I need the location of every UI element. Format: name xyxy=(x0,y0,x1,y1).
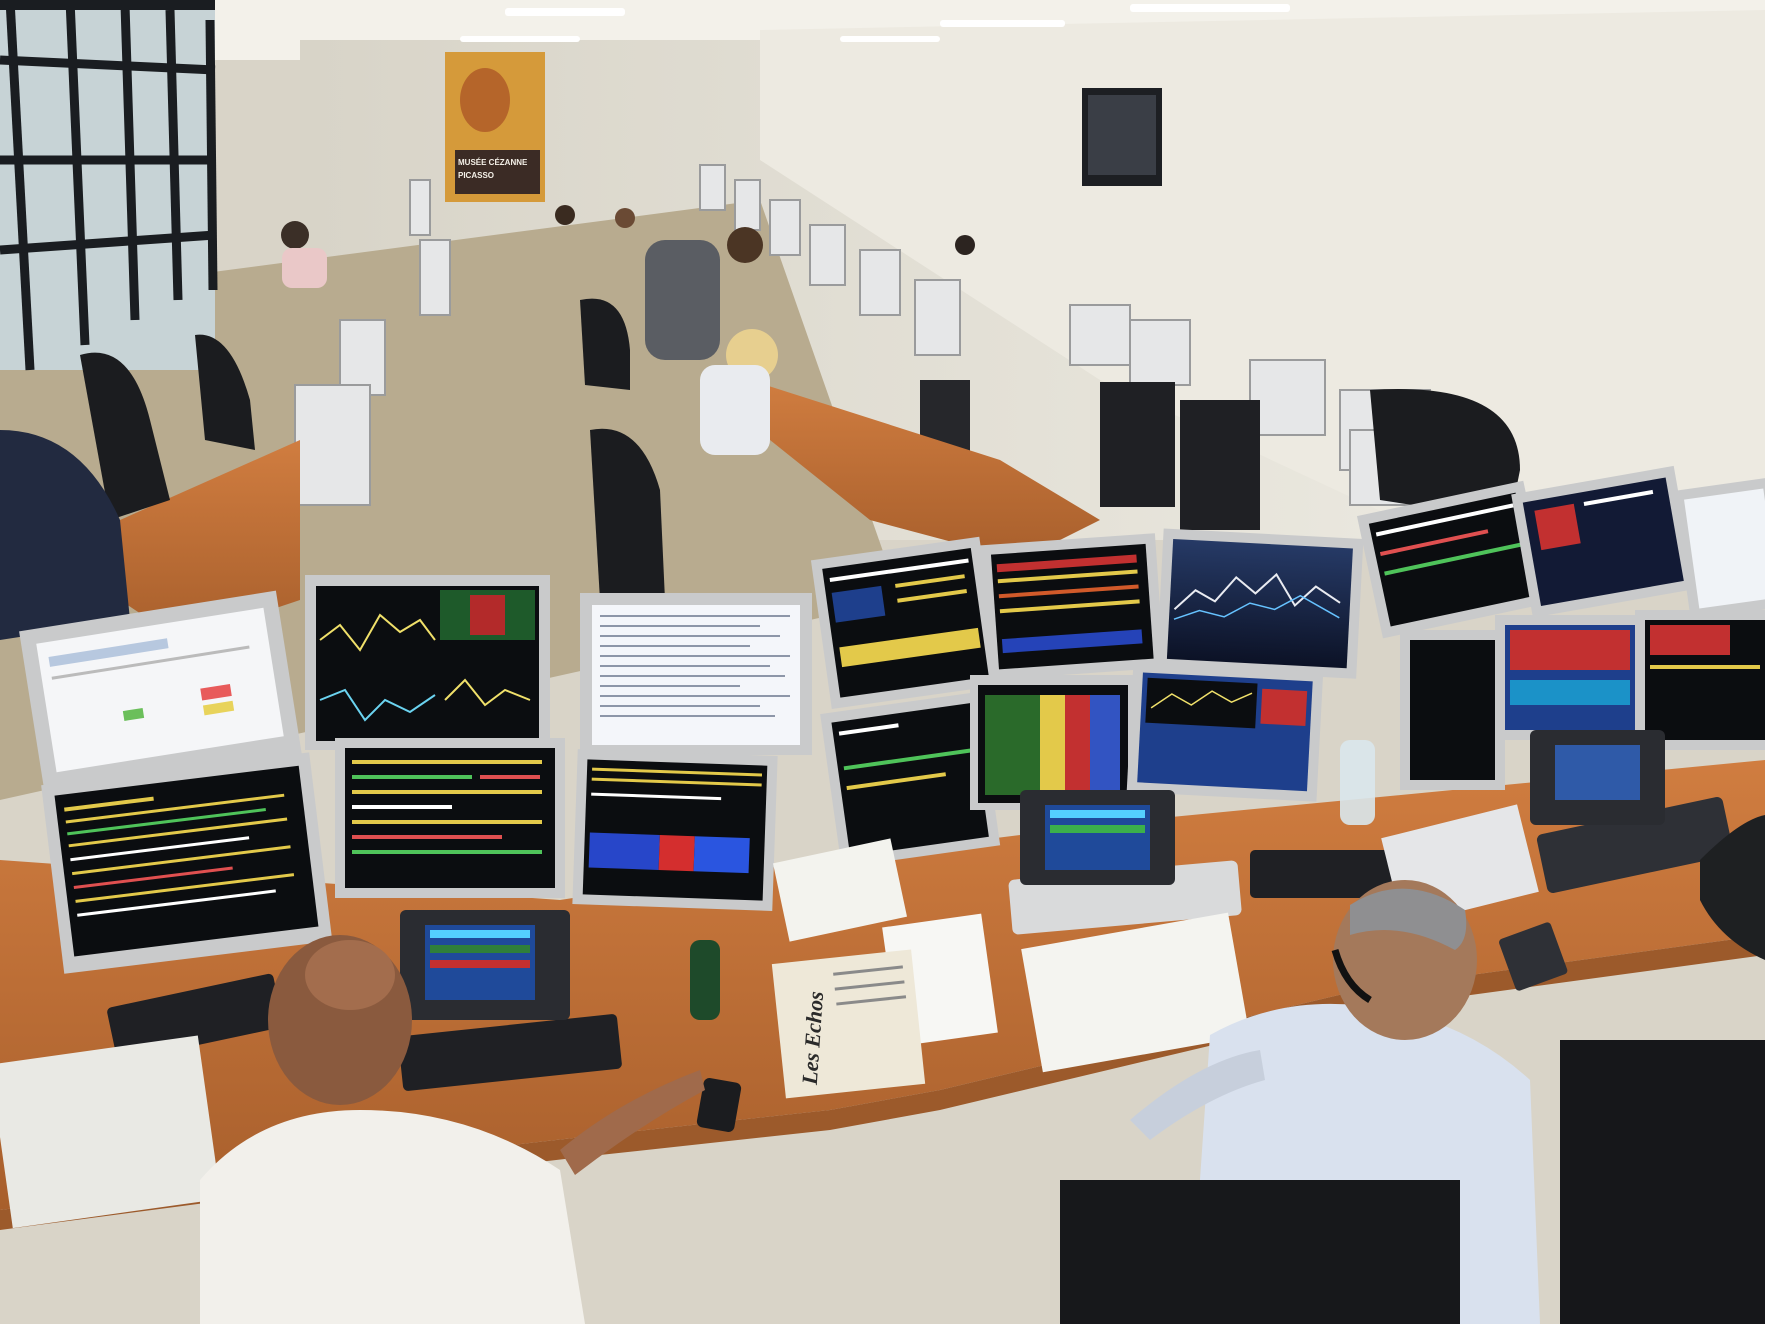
middle-desk xyxy=(750,380,1100,560)
monitor xyxy=(1126,661,1324,802)
trader-arm xyxy=(1700,815,1765,960)
trader-left xyxy=(200,935,705,1324)
ceiling-light xyxy=(840,36,940,42)
monitor xyxy=(335,738,565,898)
monitor xyxy=(572,749,778,911)
poster-caption: PICASSO xyxy=(458,171,494,180)
water-bottle xyxy=(1340,740,1375,825)
office-chairs xyxy=(0,298,1520,640)
keyboard xyxy=(398,1014,622,1091)
ceiling-light xyxy=(1130,4,1290,12)
monitor xyxy=(970,675,1135,810)
ceiling-light xyxy=(460,36,580,42)
foreground-traders xyxy=(200,815,1765,1324)
monitor xyxy=(580,593,812,755)
papers xyxy=(772,838,908,942)
desk-items: Les Echos xyxy=(0,730,1734,1229)
background-people xyxy=(281,205,975,455)
svg-text:MUSÉE CÉZANNE: MUSÉE CÉZANNE xyxy=(458,158,528,167)
monitor xyxy=(1635,610,1765,750)
ceiling-light xyxy=(940,20,1065,27)
calculator xyxy=(1499,922,1568,991)
mobile-phone xyxy=(696,1078,742,1132)
trading-turret xyxy=(1020,790,1175,885)
right-wall xyxy=(760,10,1765,520)
water-bottle xyxy=(690,940,720,1020)
monitor xyxy=(19,590,303,800)
keyboard xyxy=(1536,797,1734,893)
left-desk xyxy=(120,440,300,640)
window-wall xyxy=(0,0,218,371)
office-chair-foreground xyxy=(1060,1180,1460,1324)
papers xyxy=(0,1035,221,1229)
monitor xyxy=(1511,465,1696,618)
wall-tv-screen xyxy=(1088,95,1156,175)
monitor xyxy=(1356,480,1550,639)
papers xyxy=(1021,912,1250,1073)
front-monitor-wall xyxy=(19,465,1765,974)
poster: MUSÉE CÉZANNE PICASSO xyxy=(445,52,545,202)
monitor xyxy=(1400,630,1505,790)
trading-turret xyxy=(1530,730,1665,825)
monitor xyxy=(41,752,333,974)
monitor xyxy=(980,533,1165,681)
monitor xyxy=(1672,477,1765,620)
monitor xyxy=(820,691,1001,868)
office-chair-foreground xyxy=(1560,1040,1765,1324)
ceiling-light xyxy=(505,8,625,16)
monitor xyxy=(810,536,1001,709)
monitor xyxy=(1495,615,1645,740)
trading-turret xyxy=(400,910,570,1020)
newspaper: Les Echos xyxy=(771,949,926,1099)
monitor xyxy=(305,575,550,750)
monitor xyxy=(1156,528,1364,679)
keyboard xyxy=(107,973,284,1062)
